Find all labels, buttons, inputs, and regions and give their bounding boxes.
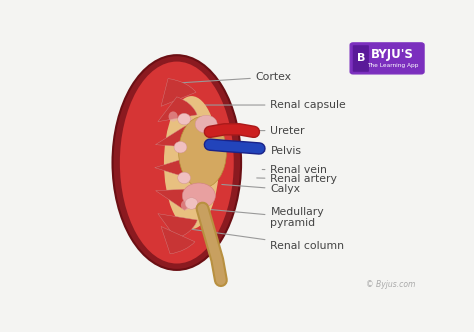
- Ellipse shape: [164, 96, 219, 229]
- Text: Medullary
pyramid: Medullary pyramid: [189, 207, 324, 228]
- Text: Renal artery: Renal artery: [257, 174, 337, 184]
- Text: Ureter: Ureter: [214, 125, 305, 135]
- Text: © Byjus.com: © Byjus.com: [366, 280, 416, 289]
- Wedge shape: [161, 79, 196, 106]
- Text: Renal capsule: Renal capsule: [189, 100, 346, 110]
- Text: The Learning App: The Learning App: [367, 63, 419, 68]
- Ellipse shape: [112, 55, 241, 270]
- Text: Renal vein: Renal vein: [262, 165, 328, 175]
- Ellipse shape: [201, 164, 210, 174]
- Text: BYJU'S: BYJU'S: [371, 48, 414, 61]
- Wedge shape: [155, 156, 195, 179]
- Wedge shape: [155, 189, 196, 210]
- FancyBboxPatch shape: [350, 43, 424, 74]
- Text: B: B: [356, 53, 365, 63]
- Wedge shape: [158, 97, 197, 122]
- FancyBboxPatch shape: [353, 45, 369, 72]
- Text: Calyx: Calyx: [222, 184, 301, 195]
- Ellipse shape: [198, 136, 207, 146]
- Ellipse shape: [169, 112, 178, 122]
- Ellipse shape: [179, 117, 227, 188]
- Text: Pelvis: Pelvis: [226, 146, 301, 156]
- Ellipse shape: [120, 61, 234, 264]
- Text: Cortex: Cortex: [176, 72, 292, 83]
- Text: Renal column: Renal column: [192, 229, 345, 251]
- Ellipse shape: [185, 118, 194, 128]
- Ellipse shape: [178, 172, 191, 184]
- Ellipse shape: [181, 200, 190, 210]
- Wedge shape: [158, 214, 197, 239]
- Wedge shape: [155, 126, 196, 148]
- Ellipse shape: [185, 198, 198, 209]
- Ellipse shape: [182, 183, 215, 208]
- Wedge shape: [161, 226, 195, 254]
- Ellipse shape: [195, 115, 217, 133]
- Ellipse shape: [174, 141, 187, 153]
- Ellipse shape: [178, 113, 191, 125]
- Ellipse shape: [195, 186, 204, 196]
